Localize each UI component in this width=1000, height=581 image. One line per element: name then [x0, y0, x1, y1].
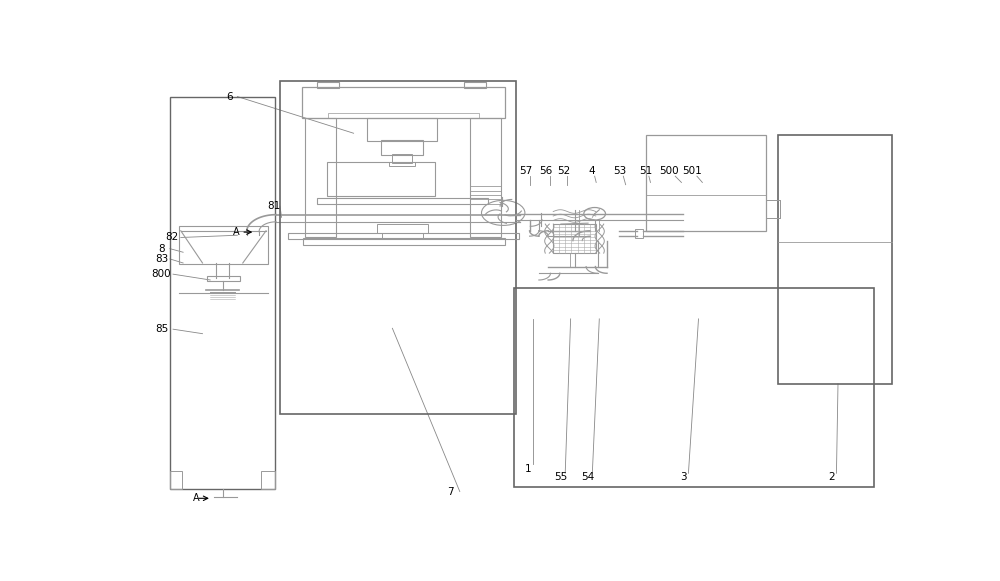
Bar [179, 227, 268, 264]
Bar [288, 232, 519, 239]
Text: 6: 6 [226, 92, 233, 102]
Bar [377, 224, 428, 234]
Bar [382, 232, 423, 239]
Text: 8: 8 [158, 243, 165, 254]
Bar [766, 200, 780, 218]
Text: 7: 7 [447, 487, 454, 497]
Bar [302, 87, 505, 118]
Text: 2: 2 [828, 472, 835, 482]
Text: 501: 501 [682, 166, 702, 176]
Bar [261, 471, 275, 489]
Bar [367, 118, 437, 141]
Text: 56: 56 [539, 166, 552, 176]
Bar [381, 141, 423, 155]
Circle shape [584, 207, 606, 220]
Bar [317, 198, 488, 204]
Bar [553, 224, 596, 253]
Bar [646, 135, 766, 231]
Bar [170, 471, 182, 489]
Text: 55: 55 [554, 472, 567, 482]
Bar [305, 117, 336, 238]
Text: 83: 83 [155, 254, 168, 264]
Bar [392, 154, 412, 163]
Text: 81: 81 [267, 201, 280, 211]
Bar [326, 162, 435, 196]
Bar [317, 83, 339, 88]
Text: 54: 54 [581, 472, 594, 482]
Bar [766, 200, 780, 218]
Circle shape [482, 200, 525, 225]
Bar [464, 83, 486, 88]
Text: 82: 82 [165, 232, 178, 242]
Text: A: A [193, 493, 200, 503]
Text: 51: 51 [639, 166, 652, 176]
Text: 4: 4 [588, 166, 595, 176]
Bar [388, 162, 415, 166]
Text: A: A [233, 227, 240, 237]
Bar [635, 229, 643, 238]
Text: 3: 3 [680, 472, 686, 482]
Bar [328, 113, 479, 118]
Bar [170, 96, 275, 489]
Text: 800: 800 [152, 269, 171, 279]
Text: 85: 85 [155, 324, 168, 334]
Text: 1: 1 [525, 464, 531, 474]
Bar [303, 238, 505, 245]
Bar [470, 117, 501, 238]
Text: 500: 500 [659, 166, 679, 176]
Text: 52: 52 [557, 166, 570, 176]
Text: 57: 57 [519, 166, 532, 176]
Bar [778, 135, 892, 384]
Bar [280, 81, 516, 414]
Bar [514, 289, 874, 487]
Text: 53: 53 [613, 166, 626, 176]
Bar [207, 276, 240, 281]
